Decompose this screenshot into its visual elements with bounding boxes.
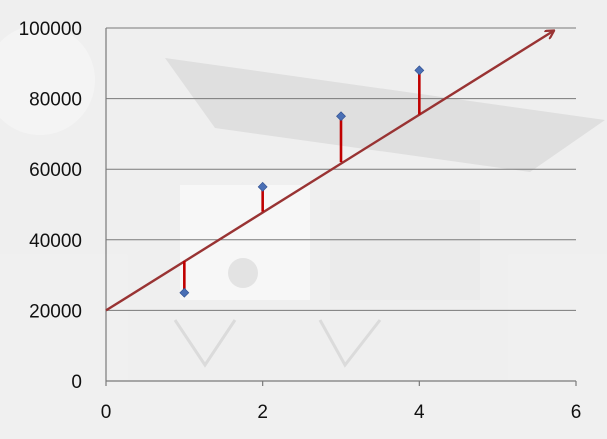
data-points xyxy=(179,65,425,298)
x-tick-label-0: 0 xyxy=(101,402,112,423)
tick-labels: 0 20000 40000 60000 80000 100000 0 2 4 6 xyxy=(19,19,582,423)
axes xyxy=(105,28,577,386)
data-point-2 xyxy=(257,181,268,192)
y-tick-label-20000: 20000 xyxy=(29,301,82,322)
y-tick-label-60000: 60000 xyxy=(29,160,82,181)
y-tick-label-40000: 40000 xyxy=(29,231,82,252)
fit-line-group xyxy=(105,32,553,312)
data-point-3 xyxy=(336,111,346,122)
data-point-4 xyxy=(414,65,425,76)
y-tick-label-0: 0 xyxy=(71,372,82,393)
x-tick-label-2: 2 xyxy=(257,402,268,423)
data-point-1 xyxy=(179,287,190,298)
y-tick-label-100000: 100000 xyxy=(19,19,82,40)
gridlines xyxy=(106,27,576,311)
y-tick-label-80000: 80000 xyxy=(29,90,82,111)
x-tick-label-4: 4 xyxy=(414,402,425,423)
x-tick-label-6: 6 xyxy=(571,402,582,423)
fit-line xyxy=(105,32,553,312)
